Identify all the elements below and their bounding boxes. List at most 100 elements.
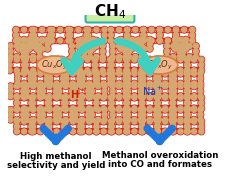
Circle shape — [171, 63, 176, 67]
Circle shape — [177, 67, 184, 74]
Circle shape — [146, 41, 153, 47]
Circle shape — [31, 26, 37, 33]
Circle shape — [122, 88, 129, 94]
Circle shape — [94, 43, 99, 49]
Circle shape — [171, 80, 178, 87]
Circle shape — [155, 75, 162, 82]
Circle shape — [60, 68, 65, 73]
Circle shape — [163, 117, 168, 122]
Circle shape — [109, 63, 114, 67]
Circle shape — [140, 26, 147, 33]
Circle shape — [125, 119, 130, 124]
Circle shape — [31, 100, 36, 105]
Circle shape — [22, 46, 27, 51]
Circle shape — [125, 27, 130, 32]
Circle shape — [77, 123, 83, 130]
Circle shape — [21, 49, 26, 54]
Circle shape — [191, 128, 197, 135]
Circle shape — [155, 57, 160, 62]
Circle shape — [101, 88, 108, 94]
Circle shape — [154, 94, 159, 99]
Circle shape — [199, 57, 204, 62]
Circle shape — [155, 95, 160, 100]
Circle shape — [124, 100, 129, 105]
Circle shape — [123, 94, 130, 101]
Circle shape — [109, 80, 116, 87]
Circle shape — [124, 123, 130, 130]
Circle shape — [101, 71, 106, 76]
Circle shape — [78, 95, 83, 100]
Circle shape — [185, 119, 190, 124]
Circle shape — [162, 67, 168, 74]
Circle shape — [75, 54, 82, 60]
Circle shape — [93, 118, 100, 125]
Circle shape — [61, 119, 66, 124]
Circle shape — [38, 81, 43, 86]
Circle shape — [57, 107, 62, 112]
Circle shape — [184, 107, 191, 113]
Circle shape — [139, 94, 146, 101]
Circle shape — [122, 112, 129, 118]
Circle shape — [8, 49, 13, 54]
Circle shape — [153, 75, 159, 82]
Circle shape — [191, 94, 197, 101]
Circle shape — [40, 93, 46, 99]
Circle shape — [37, 128, 44, 135]
Circle shape — [198, 118, 205, 125]
Circle shape — [191, 80, 197, 87]
Circle shape — [109, 48, 116, 55]
Circle shape — [62, 83, 69, 90]
Circle shape — [125, 38, 130, 43]
Circle shape — [77, 118, 83, 125]
Circle shape — [117, 68, 122, 73]
Circle shape — [155, 129, 160, 134]
Circle shape — [73, 107, 78, 112]
Circle shape — [44, 71, 49, 76]
Circle shape — [172, 94, 177, 99]
Circle shape — [170, 43, 177, 49]
Circle shape — [129, 46, 134, 51]
Circle shape — [96, 84, 101, 89]
Circle shape — [28, 118, 35, 125]
Circle shape — [63, 80, 70, 87]
Circle shape — [26, 36, 33, 43]
Circle shape — [41, 57, 47, 62]
Circle shape — [63, 129, 68, 134]
Circle shape — [122, 80, 129, 87]
Circle shape — [123, 84, 128, 89]
Circle shape — [146, 46, 153, 52]
Circle shape — [124, 100, 130, 106]
Circle shape — [193, 43, 198, 49]
Circle shape — [62, 93, 69, 99]
Circle shape — [184, 80, 191, 87]
Circle shape — [32, 27, 37, 32]
Circle shape — [191, 95, 197, 100]
Circle shape — [16, 37, 21, 42]
Circle shape — [76, 80, 83, 87]
Circle shape — [68, 33, 73, 38]
Circle shape — [77, 56, 83, 63]
Circle shape — [154, 118, 160, 125]
Circle shape — [168, 116, 175, 123]
Circle shape — [87, 81, 92, 86]
Circle shape — [141, 112, 146, 117]
Circle shape — [164, 48, 170, 55]
Circle shape — [173, 38, 178, 43]
Circle shape — [163, 84, 168, 89]
Circle shape — [79, 37, 85, 42]
Circle shape — [178, 107, 183, 112]
Circle shape — [94, 129, 99, 134]
Circle shape — [20, 88, 27, 94]
Circle shape — [170, 54, 177, 60]
FancyArrowPatch shape — [64, 41, 103, 72]
Circle shape — [22, 57, 27, 62]
Circle shape — [156, 84, 161, 89]
Circle shape — [123, 71, 128, 76]
Circle shape — [46, 94, 53, 101]
Circle shape — [36, 93, 43, 99]
Circle shape — [14, 107, 20, 113]
Circle shape — [14, 54, 19, 59]
Circle shape — [20, 48, 27, 55]
Circle shape — [146, 94, 153, 101]
Circle shape — [86, 70, 92, 77]
